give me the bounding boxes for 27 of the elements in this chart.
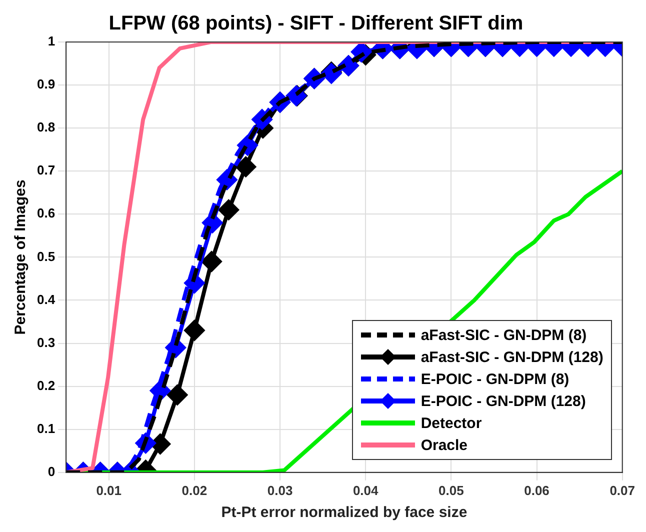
legend-label: Oracle	[420, 436, 468, 454]
y-tick-label: 0.1	[36, 420, 56, 436]
x-tick-label: 0.06	[524, 482, 550, 498]
y-tick-label: 0.8	[36, 120, 56, 135]
y-axis-title: Percentage of Images	[12, 180, 30, 335]
x-tick-label: 0.05	[438, 482, 464, 498]
y-tick-label: 0.7	[36, 162, 56, 178]
y-tick-label: 0.5	[36, 248, 56, 264]
x-tick-label: 0.07	[610, 482, 636, 498]
x-tick-label: 0.02	[182, 482, 208, 498]
x-tick-label: 0.01	[96, 482, 122, 498]
x-axis-title: Pt-Pt error normalized by face size	[221, 504, 468, 522]
legend-label: aFast-SIC - GN-DPM (128)	[420, 348, 604, 366]
chart-title: LFPW (68 points) - SIFT - Different SIFT dim	[108, 12, 524, 35]
y-tick-label: 0	[48, 464, 56, 479]
y-tick-label: 0.2	[36, 378, 56, 393]
y-tick-label: 0.4	[36, 292, 56, 307]
legend-label: aFast-SIC - GN-DPM (8)	[420, 326, 587, 344]
legend-label: Detector	[420, 414, 482, 432]
x-tick-label: 0.04	[352, 482, 380, 498]
x-tick-label: 0.03	[267, 482, 293, 498]
legend-label: E-POIC - GN-DPM (128)	[420, 392, 586, 410]
legend-label: E-POIC - GN-DPM (8)	[420, 370, 570, 388]
y-tick-label: 0.9	[36, 76, 56, 92]
y-tick-label: 0.3	[36, 334, 56, 350]
y-tick-label: 1	[48, 34, 56, 49]
y-tick-label: 0.6	[36, 206, 56, 221]
